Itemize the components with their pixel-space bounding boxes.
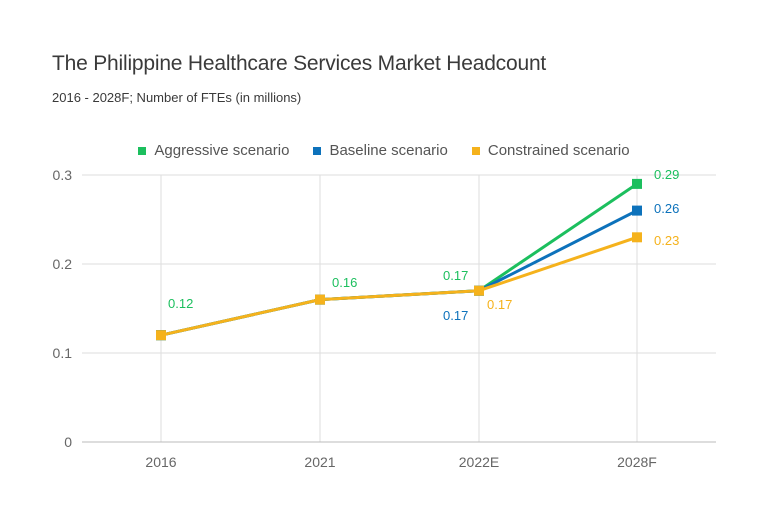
- legend-label-aggressive: Aggressive scenario: [154, 142, 290, 159]
- point-constrained-2021: [315, 294, 325, 305]
- point-constrained-2016: [156, 330, 166, 341]
- x-tick-label: 2022E: [459, 454, 499, 470]
- point-constrained-2022E: [474, 285, 484, 296]
- legend-item-aggressive[interactable]: Aggressive scenario: [138, 142, 289, 159]
- point-baseline-2028F: [632, 205, 642, 216]
- x-tick-label: 2016: [145, 454, 176, 470]
- legend-label-baseline: Baseline scenario: [329, 142, 448, 159]
- chart-title: The Philippine Healthcare Services Marke…: [52, 52, 547, 75]
- y-tick-label: 0.2: [53, 256, 73, 272]
- series-line-constrained: [160, 235, 638, 337]
- data-label-constrained-2028F: 0.23: [654, 233, 679, 248]
- series-line-baseline: [160, 209, 638, 337]
- point-constrained-2028F: [632, 232, 642, 243]
- y-tick-label: 0: [64, 434, 72, 450]
- data-label-baseline-2028F: 0.26: [654, 201, 679, 216]
- legend-swatch-constrained: [471, 146, 480, 155]
- x-tick-label: 2028F: [617, 454, 657, 470]
- y-tick-label: 0.3: [53, 167, 73, 183]
- data-label-aggressive-2028F: 0.29: [654, 167, 679, 182]
- data-label-aggressive-2016: 0.12: [168, 296, 193, 311]
- data-label-baseline-2022E: 0.17: [443, 308, 468, 323]
- point-aggressive-2028F: [632, 178, 642, 189]
- y-tick-label: 0.1: [53, 345, 73, 361]
- data-label-aggressive-2021: 0.16: [332, 275, 357, 290]
- legend-item-baseline[interactable]: Baseline scenario: [313, 142, 448, 159]
- legend-swatch-baseline: [313, 146, 322, 155]
- series-line-aggressive: [160, 182, 638, 337]
- x-tick-label: 2021: [304, 454, 335, 470]
- legend-swatch-aggressive: [138, 146, 147, 155]
- data-label-constrained-2022E: 0.17: [487, 297, 512, 312]
- legend-item-constrained[interactable]: Constrained scenario: [471, 142, 630, 159]
- legend-label-constrained: Constrained scenario: [487, 142, 630, 159]
- data-label-aggressive-2022E: 0.17: [443, 268, 468, 283]
- legend: Aggressive scenario Baseline scenario Co…: [0, 142, 768, 159]
- chart-subtitle: 2016 - 2028F; Number of FTEs (in million…: [52, 90, 302, 105]
